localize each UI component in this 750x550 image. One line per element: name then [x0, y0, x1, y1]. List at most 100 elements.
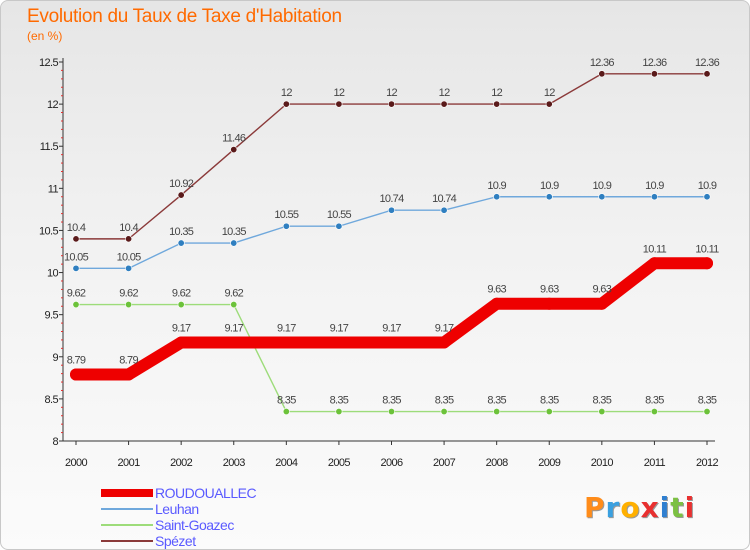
- data-point: [648, 257, 661, 270]
- data-label: 10.74: [432, 193, 457, 205]
- data-label: 12.36: [642, 57, 667, 69]
- chart-title: Evolution du Taux de Taxe d'Habitation: [27, 6, 342, 27]
- data-point: [545, 100, 553, 108]
- data-point: [545, 193, 553, 201]
- data-point: [177, 191, 185, 199]
- data-point: [332, 336, 345, 349]
- data-point: [125, 235, 133, 243]
- data-label: 10.55: [327, 209, 352, 221]
- data-label: 9.62: [119, 288, 138, 300]
- logo-letter: i: [659, 491, 671, 524]
- x-tick-label: 2001: [118, 457, 141, 469]
- x-tick-label: 2010: [591, 457, 614, 469]
- y-tick-label: 9: [52, 352, 58, 364]
- data-point: [335, 100, 343, 108]
- data-point: [545, 408, 553, 416]
- legend-swatch: [101, 489, 153, 497]
- legend-label: Spézet: [155, 533, 196, 549]
- data-point: [493, 100, 501, 108]
- logo-letter: P: [584, 491, 606, 524]
- y-tick-label: 8.5: [45, 394, 59, 406]
- data-label: 12: [491, 87, 502, 99]
- data-point: [387, 408, 395, 416]
- data-point: [335, 222, 343, 230]
- y-tick-label: 8: [52, 436, 58, 448]
- x-tick-label: 2007: [433, 457, 456, 469]
- x-tick-label: 2003: [223, 457, 246, 469]
- data-label: 8.35: [435, 395, 454, 407]
- data-label: 12: [544, 87, 555, 99]
- data-point: [440, 408, 448, 416]
- data-point: [72, 235, 80, 243]
- data-point: [177, 239, 185, 247]
- data-point: [122, 368, 135, 381]
- data-label: 12: [333, 87, 344, 99]
- x-tick-label: 2002: [170, 457, 193, 469]
- data-point: [493, 408, 501, 416]
- data-point: [701, 257, 713, 270]
- data-label: 8.79: [119, 354, 138, 366]
- logo-letter: o: [620, 491, 641, 524]
- x-tick-label: 2000: [65, 457, 88, 469]
- x-tick-label: 2012: [696, 457, 719, 469]
- data-label: 9.17: [330, 322, 349, 334]
- x-tick-label: 2008: [486, 457, 509, 469]
- data-point: [490, 297, 503, 310]
- legend: ROUDOUALLEC Leuhan Saint-Goazec Spézet: [101, 485, 257, 549]
- data-label: 9.17: [382, 322, 401, 334]
- data-point: [385, 336, 398, 349]
- data-point: [595, 297, 608, 310]
- data-label: 10.74: [379, 193, 404, 205]
- y-tick-label: 10.5: [39, 225, 58, 237]
- data-label: 12: [386, 87, 397, 99]
- data-label: 9.62: [172, 288, 191, 300]
- y-tick-label: 11.5: [40, 141, 59, 153]
- data-point: [177, 301, 185, 309]
- data-label: 8.35: [645, 395, 664, 407]
- logo-letter: i: [684, 491, 696, 524]
- data-point: [703, 408, 711, 416]
- data-label: 11.46: [222, 133, 246, 145]
- data-label: 9.62: [67, 288, 86, 300]
- data-label: 8.35: [593, 395, 612, 407]
- data-label: 8.79: [67, 354, 86, 366]
- data-label: 10.35: [169, 226, 194, 238]
- data-label: 12.36: [590, 57, 615, 69]
- chart-subtitle: (en %): [27, 29, 63, 43]
- proxiti-logo: Proxiti: [584, 491, 695, 524]
- data-point: [650, 193, 658, 201]
- x-tick-label: 2006: [380, 457, 403, 469]
- data-point: [493, 193, 501, 201]
- data-point: [598, 70, 606, 78]
- data-label: 9.62: [224, 288, 243, 300]
- data-point: [440, 100, 448, 108]
- data-point: [438, 336, 451, 349]
- legend-item: ROUDOUALLEC: [101, 485, 257, 501]
- data-label: 12: [281, 87, 292, 99]
- data-label: 8.35: [540, 395, 559, 407]
- data-point: [227, 336, 240, 349]
- y-tick-label: 12: [47, 99, 59, 111]
- data-point: [70, 368, 82, 381]
- data-label: 9.63: [487, 284, 506, 296]
- data-label: 10.4: [119, 222, 138, 234]
- data-point: [703, 70, 711, 78]
- series-line-roudouallec: [70, 257, 713, 381]
- data-label: 12.36: [695, 57, 720, 69]
- data-label: 10.55: [274, 209, 299, 221]
- data-label: 10.9: [487, 180, 506, 192]
- data-point: [387, 100, 395, 108]
- data-label: 9.63: [593, 284, 612, 296]
- data-point: [72, 264, 80, 272]
- logo-letter: t: [670, 491, 685, 524]
- legend-label: Leuhan: [155, 501, 199, 517]
- data-label: 10.35: [222, 226, 247, 238]
- legend-item: Leuhan: [101, 501, 256, 517]
- data-point: [598, 193, 606, 201]
- data-point: [282, 222, 290, 230]
- x-tick-label: 2011: [644, 457, 666, 469]
- x-tick-label: 2004: [275, 457, 298, 469]
- data-label: 8.35: [382, 395, 401, 407]
